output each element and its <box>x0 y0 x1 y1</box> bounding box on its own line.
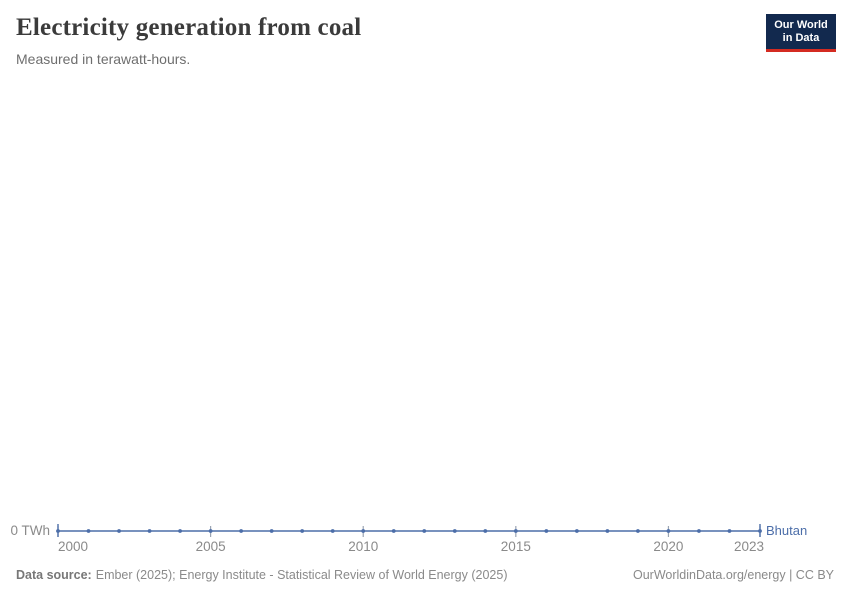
x-axis-label: 2010 <box>348 539 378 554</box>
owid-logo: Our World in Data <box>766 14 836 52</box>
data-point-marker[interactable] <box>727 529 732 533</box>
data-point-marker[interactable] <box>544 529 549 533</box>
data-source-note: Data source: Ember (2025); Energy Institu… <box>16 568 507 582</box>
data-point-marker[interactable] <box>452 529 457 533</box>
data-point-marker[interactable] <box>605 529 610 533</box>
data-point-marker[interactable] <box>697 529 701 533</box>
x-axis-label: 2023 <box>734 539 764 554</box>
data-point-marker[interactable] <box>361 529 366 533</box>
data-point-marker[interactable] <box>300 529 305 533</box>
chart-subtitle: Measured in terawatt-hours. <box>16 51 191 67</box>
data-point-marker[interactable] <box>147 529 152 533</box>
data-point-marker[interactable] <box>208 529 213 533</box>
data-point-marker[interactable] <box>422 529 427 533</box>
data-source-text: Ember (2025); Energy Institute - Statist… <box>95 568 508 582</box>
x-axis-label: 2015 <box>501 539 531 554</box>
x-axis-label: 2000 <box>58 539 88 554</box>
page-title: Electricity generation from coal <box>16 14 362 41</box>
data-point-marker[interactable] <box>178 529 182 533</box>
line-chart-plot[interactable]: 2000 2005 2010 2015 2020 2023 0 TWh Bhutan <box>0 495 850 570</box>
data-point-marker[interactable] <box>758 529 762 533</box>
data-point-marker[interactable] <box>330 529 335 533</box>
owid-attribution: OurWorldinData.org/energy | CC BY <box>632 568 834 582</box>
x-axis-label: 2020 <box>653 539 683 554</box>
series-label-bhutan[interactable]: Bhutan <box>766 523 807 538</box>
x-axis-label: 2005 <box>196 539 226 554</box>
data-point-marker[interactable] <box>636 529 640 533</box>
data-point-marker[interactable] <box>483 529 488 533</box>
data-point-marker[interactable] <box>117 529 121 533</box>
data-point-marker[interactable] <box>86 529 91 533</box>
y-axis-label: 0 TWh <box>10 523 50 538</box>
owid-logo-line1: Our World <box>774 18 828 31</box>
data-point-marker[interactable] <box>56 529 60 533</box>
data-point-marker[interactable] <box>574 529 579 533</box>
owid-logo-line2: in Data <box>782 31 820 44</box>
data-point-marker[interactable] <box>666 529 671 533</box>
chart-footer: Data source: Ember (2025); Energy Institu… <box>16 568 834 582</box>
data-point-marker[interactable] <box>391 529 396 533</box>
data-point-marker[interactable] <box>239 529 244 533</box>
data-point-marker[interactable] <box>269 529 274 533</box>
data-point-marker[interactable] <box>513 529 518 533</box>
data-source-label: Data source: <box>16 568 92 582</box>
